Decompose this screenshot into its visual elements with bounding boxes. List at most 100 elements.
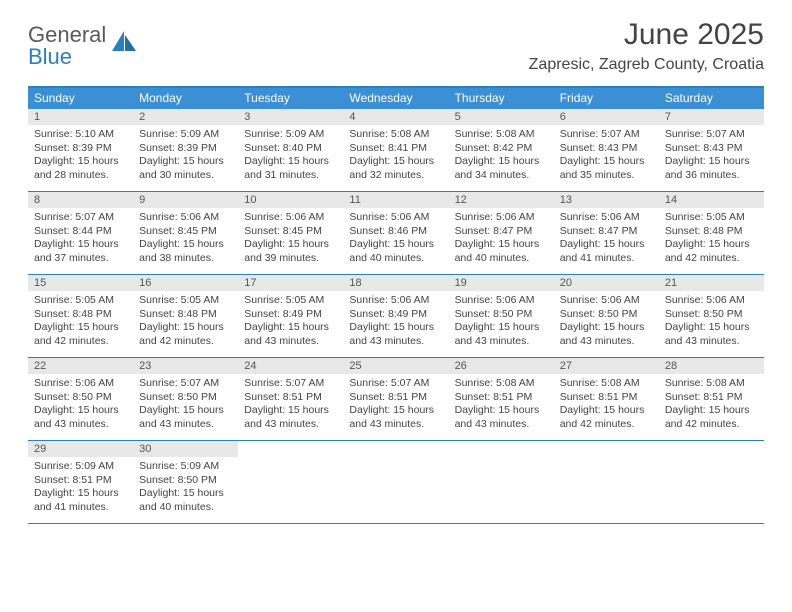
sunrise-line: Sunrise: 5:07 AM [349,377,442,391]
sail-icon [110,29,138,53]
day-body: Sunrise: 5:06 AMSunset: 8:45 PMDaylight:… [238,208,343,266]
day-number: 20 [554,275,659,291]
calendar-cell: 30Sunrise: 5:09 AMSunset: 8:50 PMDayligh… [133,441,238,523]
day-number: 25 [343,358,448,374]
sunrise-line: Sunrise: 5:05 AM [244,294,337,308]
sunrise-line: Sunrise: 5:06 AM [455,294,548,308]
daylight-line: Daylight: 15 hours and 39 minutes. [244,238,337,265]
sunset-line: Sunset: 8:51 PM [665,391,758,405]
sunrise-line: Sunrise: 5:07 AM [665,128,758,142]
daylight-line: Daylight: 15 hours and 43 minutes. [139,404,232,431]
day-body: Sunrise: 5:09 AMSunset: 8:50 PMDaylight:… [133,457,238,515]
calendar-cell: 24Sunrise: 5:07 AMSunset: 8:51 PMDayligh… [238,358,343,440]
dayname-friday: Friday [554,88,659,109]
sunset-line: Sunset: 8:50 PM [139,474,232,488]
daylight-line: Daylight: 15 hours and 28 minutes. [34,155,127,182]
sunrise-line: Sunrise: 5:06 AM [34,377,127,391]
day-number: 19 [449,275,554,291]
sunrise-line: Sunrise: 5:08 AM [455,128,548,142]
day-number: 22 [28,358,133,374]
day-number: 2 [133,109,238,125]
calendar-cell: 6Sunrise: 5:07 AMSunset: 8:43 PMDaylight… [554,109,659,191]
sunrise-line: Sunrise: 5:08 AM [349,128,442,142]
calendar-cell: 22Sunrise: 5:06 AMSunset: 8:50 PMDayligh… [28,358,133,440]
daylight-line: Daylight: 15 hours and 43 minutes. [34,404,127,431]
dayname-row: Sunday Monday Tuesday Wednesday Thursday… [28,88,764,109]
sunrise-line: Sunrise: 5:05 AM [665,211,758,225]
day-number: 29 [28,441,133,457]
calendar-cell: 12Sunrise: 5:06 AMSunset: 8:47 PMDayligh… [449,192,554,274]
day-body: Sunrise: 5:07 AMSunset: 8:43 PMDaylight:… [659,125,764,183]
sunrise-line: Sunrise: 5:06 AM [455,211,548,225]
sunset-line: Sunset: 8:50 PM [665,308,758,322]
day-body: Sunrise: 5:05 AMSunset: 8:48 PMDaylight:… [133,291,238,349]
daylight-line: Daylight: 15 hours and 42 minutes. [139,321,232,348]
day-body: Sunrise: 5:06 AMSunset: 8:50 PMDaylight:… [554,291,659,349]
sunset-line: Sunset: 8:48 PM [139,308,232,322]
calendar-cell: 28Sunrise: 5:08 AMSunset: 8:51 PMDayligh… [659,358,764,440]
day-body: Sunrise: 5:09 AMSunset: 8:40 PMDaylight:… [238,125,343,183]
sunrise-line: Sunrise: 5:09 AM [139,128,232,142]
daylight-line: Daylight: 15 hours and 43 minutes. [455,404,548,431]
calendar-cell: 16Sunrise: 5:05 AMSunset: 8:48 PMDayligh… [133,275,238,357]
sunrise-line: Sunrise: 5:05 AM [34,294,127,308]
daylight-line: Daylight: 15 hours and 37 minutes. [34,238,127,265]
day-number: 15 [28,275,133,291]
sunrise-line: Sunrise: 5:07 AM [244,377,337,391]
calendar-cell: 29Sunrise: 5:09 AMSunset: 8:51 PMDayligh… [28,441,133,523]
sunset-line: Sunset: 8:41 PM [349,142,442,156]
month-title: June 2025 [529,18,764,52]
daylight-line: Daylight: 15 hours and 40 minutes. [455,238,548,265]
sunrise-line: Sunrise: 5:06 AM [560,294,653,308]
day-body: Sunrise: 5:07 AMSunset: 8:51 PMDaylight:… [238,374,343,432]
calendar-cell: 5Sunrise: 5:08 AMSunset: 8:42 PMDaylight… [449,109,554,191]
daylight-line: Daylight: 15 hours and 43 minutes. [455,321,548,348]
day-body: Sunrise: 5:05 AMSunset: 8:49 PMDaylight:… [238,291,343,349]
sunset-line: Sunset: 8:51 PM [34,474,127,488]
dayname-saturday: Saturday [659,88,764,109]
sunrise-line: Sunrise: 5:07 AM [560,128,653,142]
sunset-line: Sunset: 8:47 PM [560,225,653,239]
dayname-sunday: Sunday [28,88,133,109]
calendar-cell: 20Sunrise: 5:06 AMSunset: 8:50 PMDayligh… [554,275,659,357]
title-block: June 2025 Zapresic, Zagreb County, Croat… [529,18,764,74]
day-body: Sunrise: 5:07 AMSunset: 8:50 PMDaylight:… [133,374,238,432]
sunrise-line: Sunrise: 5:10 AM [34,128,127,142]
day-number: 10 [238,192,343,208]
calendar-cell-empty [238,441,343,523]
day-number: 3 [238,109,343,125]
day-number: 27 [554,358,659,374]
day-number: 30 [133,441,238,457]
daylight-line: Daylight: 15 hours and 41 minutes. [560,238,653,265]
day-number: 13 [554,192,659,208]
day-body: Sunrise: 5:07 AMSunset: 8:43 PMDaylight:… [554,125,659,183]
sunrise-line: Sunrise: 5:06 AM [139,211,232,225]
day-body: Sunrise: 5:07 AMSunset: 8:51 PMDaylight:… [343,374,448,432]
day-number: 26 [449,358,554,374]
day-number: 4 [343,109,448,125]
sunset-line: Sunset: 8:50 PM [560,308,653,322]
sunset-line: Sunset: 8:50 PM [139,391,232,405]
sunset-line: Sunset: 8:51 PM [244,391,337,405]
calendar-week: 29Sunrise: 5:09 AMSunset: 8:51 PMDayligh… [28,441,764,524]
sunset-line: Sunset: 8:45 PM [139,225,232,239]
calendar-cell: 18Sunrise: 5:06 AMSunset: 8:49 PMDayligh… [343,275,448,357]
calendar-cell-empty [343,441,448,523]
calendar-cell: 13Sunrise: 5:06 AMSunset: 8:47 PMDayligh… [554,192,659,274]
day-body: Sunrise: 5:06 AMSunset: 8:47 PMDaylight:… [554,208,659,266]
day-body: Sunrise: 5:06 AMSunset: 8:50 PMDaylight:… [659,291,764,349]
daylight-line: Daylight: 15 hours and 31 minutes. [244,155,337,182]
sunset-line: Sunset: 8:51 PM [455,391,548,405]
calendar-cell: 11Sunrise: 5:06 AMSunset: 8:46 PMDayligh… [343,192,448,274]
daylight-line: Daylight: 15 hours and 43 minutes. [349,321,442,348]
day-number: 6 [554,109,659,125]
sunrise-line: Sunrise: 5:08 AM [455,377,548,391]
calendar-cell: 10Sunrise: 5:06 AMSunset: 8:45 PMDayligh… [238,192,343,274]
calendar-cell-empty [554,441,659,523]
calendar-cell: 27Sunrise: 5:08 AMSunset: 8:51 PMDayligh… [554,358,659,440]
day-body: Sunrise: 5:08 AMSunset: 8:42 PMDaylight:… [449,125,554,183]
day-number: 24 [238,358,343,374]
daylight-line: Daylight: 15 hours and 40 minutes. [349,238,442,265]
day-number: 11 [343,192,448,208]
day-body: Sunrise: 5:05 AMSunset: 8:48 PMDaylight:… [28,291,133,349]
